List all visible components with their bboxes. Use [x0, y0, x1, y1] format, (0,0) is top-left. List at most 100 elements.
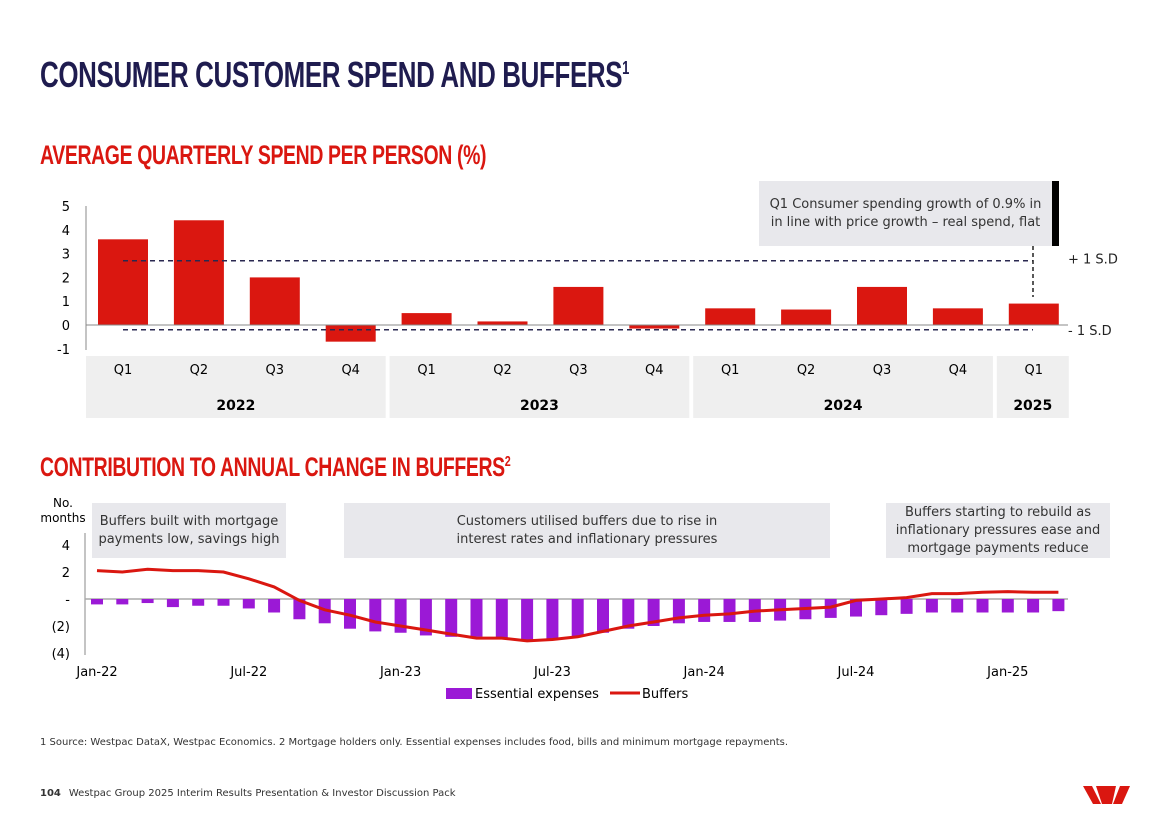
quarter-label: Q1: [721, 363, 740, 378]
essential-expenses-bar: [419, 599, 432, 636]
essential-expenses-bar: [141, 599, 154, 604]
essential-expenses-bar: [268, 599, 281, 613]
quarter-label: Q1: [1025, 363, 1044, 378]
y-tick-label: 3: [62, 248, 70, 263]
essential-expenses-bar: [597, 599, 609, 633]
essential-expenses-bar: [622, 599, 635, 629]
x-tick-label: Jan-23: [379, 665, 421, 680]
y-tick-label: 2: [62, 271, 70, 286]
year-band: [389, 356, 690, 418]
essential-expenses-bar: [369, 599, 382, 632]
essential-expenses-bar: [166, 599, 179, 608]
y-tick-label: 0: [62, 319, 70, 334]
buffers-note-2: Customers utilised buffers due to rise i…: [344, 503, 830, 558]
chart1-title: AVERAGE QUARTERLY SPEND PER PERSON (%): [40, 140, 487, 170]
essential-expenses-bar: [495, 599, 508, 639]
y-tick-label: (4): [52, 647, 70, 662]
y-tick-label: 4: [62, 224, 70, 239]
x-tick-label: Jan-22: [75, 665, 117, 680]
essential-expenses-bar: [91, 599, 103, 605]
buffers-line: [96, 567, 1059, 643]
spend-bar: [325, 325, 376, 342]
x-tick-label: Jan-25: [986, 665, 1028, 680]
page-number: 104: [40, 788, 61, 799]
essential-expenses-bar: [546, 599, 559, 640]
y-tick-label: -1: [57, 343, 70, 358]
x-tick-label: Jul-22: [229, 665, 267, 680]
quarter-label: Q4: [949, 363, 968, 378]
spend-bar: [553, 286, 604, 325]
legend-label-essential: Essential expenses: [475, 687, 599, 702]
y-tick-label: 1: [62, 295, 70, 310]
essential-expenses-bar: [698, 599, 711, 622]
spend-bar: [98, 239, 148, 325]
footer-text: Westpac Group 2025 Interim Results Prese…: [68, 788, 456, 799]
quarter-label: Q1: [114, 363, 133, 378]
minus-sd-label: - 1 S.D: [1068, 324, 1112, 339]
essential-expenses-bar: [925, 599, 938, 613]
plus-sd-label: + 1 S.D: [1068, 253, 1118, 268]
quarter-label: Q2: [797, 363, 816, 378]
essential-expenses-bar: [242, 599, 255, 609]
x-tick-label: Jul-24: [837, 665, 875, 680]
essential-expenses-bar: [1052, 599, 1065, 612]
y-tick-label: 5: [62, 200, 70, 215]
y-axis-label: No. months: [40, 496, 85, 525]
spend-bar: [249, 277, 300, 325]
essential-expenses-bar: [470, 599, 483, 637]
quarter-label: Q2: [493, 363, 512, 378]
quarter-label: Q4: [341, 363, 360, 378]
essential-expenses-bar: [521, 599, 534, 640]
page-title: CONSUMER CUSTOMER SPEND AND BUFFERS1: [40, 54, 630, 95]
essential-expenses-bar: [293, 599, 306, 620]
y-tick-label: 4: [62, 539, 70, 554]
essential-expenses-bar: [850, 599, 862, 617]
spend-bar: [477, 321, 528, 325]
essential-expenses-bar: [1027, 599, 1040, 613]
quarter-label: Q1: [417, 363, 436, 378]
essential-expenses-bar: [1001, 599, 1014, 613]
essential-expenses-bar: [445, 599, 458, 637]
spend-bar: [705, 308, 756, 325]
spend-bar: [629, 325, 680, 329]
quarter-label: Q2: [190, 363, 209, 378]
x-tick-label: Jul-23: [533, 665, 571, 680]
essential-expenses-bar: [116, 599, 129, 605]
spend-bar: [1008, 303, 1059, 325]
callout-accent-bar: [1052, 181, 1059, 246]
legend-swatch-essential: [446, 688, 472, 699]
y-tick-label: 2: [62, 566, 70, 581]
buffers-note-3: Buffers starting to rebuild as inflation…: [886, 503, 1110, 558]
x-tick-label: Jan-24: [683, 665, 725, 680]
essential-expenses-bar: [951, 599, 964, 613]
quarter-label: Q3: [266, 363, 285, 378]
spend-bar: [173, 220, 224, 325]
year-band: [693, 356, 993, 418]
year-label: 2024: [824, 398, 863, 414]
year-label: 2022: [216, 398, 255, 414]
spend-bar: [857, 286, 907, 325]
spend-callout: Q1 Consumer spending growth of 0.9% in i…: [759, 181, 1052, 246]
footnote: 1 Source: Westpac DataX, Westpac Economi…: [40, 737, 789, 748]
essential-expenses-bar: [875, 599, 888, 616]
essential-expenses-bar: [647, 599, 660, 626]
essential-expenses-bar: [900, 599, 913, 614]
year-label: 2023: [520, 398, 559, 414]
essential-expenses-bar: [723, 599, 736, 622]
year-label: 2025: [1013, 398, 1052, 414]
essential-expenses-bar: [217, 599, 230, 606]
footer: 104 Westpac Group 2025 Interim Results Pr…: [40, 788, 456, 799]
spend-bar: [781, 309, 832, 325]
essential-expenses-bar: [976, 599, 989, 613]
westpac-logo: [1083, 786, 1130, 804]
y-tick-label: -: [65, 593, 70, 608]
y-tick-label: (2): [52, 620, 70, 635]
year-band: [86, 356, 386, 418]
year-band: [996, 356, 1069, 418]
chart2-title: CONTRIBUTION TO ANNUAL CHANGE IN BUFFERS…: [40, 452, 511, 482]
essential-expenses-bar: [192, 599, 205, 606]
quarter-label: Q3: [569, 363, 588, 378]
spend-bar: [401, 313, 452, 325]
quarter-label: Q3: [873, 363, 892, 378]
